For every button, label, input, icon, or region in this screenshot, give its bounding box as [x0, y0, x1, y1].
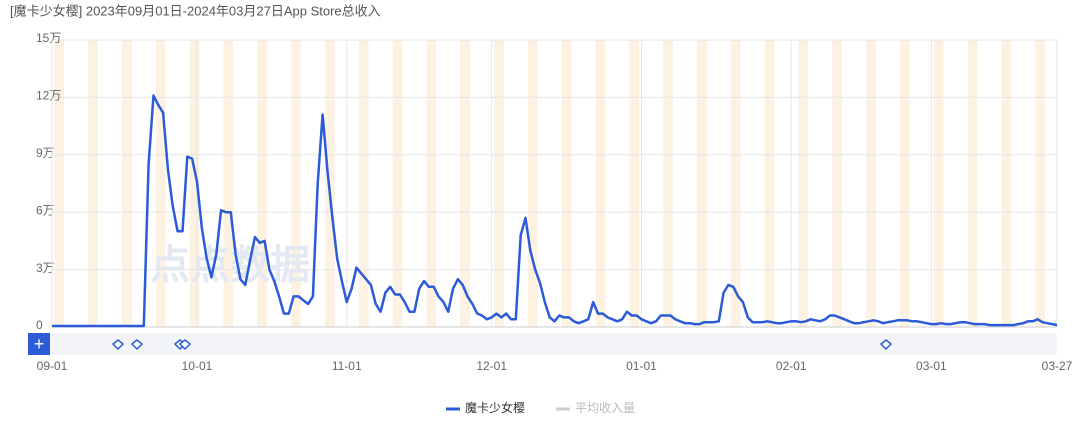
event-marker[interactable] — [111, 339, 125, 351]
weekend-band — [899, 40, 910, 327]
legend-label[interactable]: 平均收入量 — [575, 401, 635, 415]
weekend-band — [358, 40, 369, 327]
chart-title: [魔卡少女樱] 2023年09月01日-2024年03月27日App Store… — [10, 3, 381, 18]
series-line — [52, 94, 1058, 328]
weekend-band — [155, 40, 166, 327]
event-bar — [28, 333, 1057, 355]
weekend-band — [223, 40, 234, 327]
x-tick-label: 01-01 — [626, 359, 657, 373]
weekend-band — [967, 40, 978, 327]
weekend-band — [595, 40, 606, 327]
x-tick-label: 11-01 — [332, 359, 362, 373]
weekend-bands — [54, 40, 1045, 327]
weekend-band — [629, 40, 640, 327]
weekend-band — [189, 40, 200, 327]
y-tick-label: 12万 — [36, 89, 61, 103]
weekend-band — [832, 40, 842, 327]
x-tick-label: 09-01 — [37, 359, 68, 373]
event-marker[interactable] — [130, 339, 144, 351]
y-tick-label: 9万 — [36, 146, 55, 160]
weekend-band — [494, 40, 504, 327]
weekend-band — [527, 40, 538, 327]
weekend-band — [122, 40, 132, 327]
weekend-band — [866, 40, 876, 327]
weekend-band — [561, 40, 572, 327]
event-marker[interactable] — [178, 339, 192, 351]
weekend-band — [798, 40, 809, 327]
x-tick-label: 10-01 — [182, 359, 213, 373]
weekend-band — [426, 40, 437, 327]
weekend-band — [88, 40, 98, 327]
weekend-band — [54, 40, 65, 327]
add-button[interactable] — [28, 333, 50, 355]
weekend-band — [460, 40, 470, 327]
x-tick-label: 03-01 — [916, 359, 947, 373]
weekend-band — [257, 40, 268, 327]
legend-label[interactable]: 魔卡少女樱 — [465, 400, 525, 415]
y-tick-label: 0 — [36, 318, 43, 332]
weekend-band — [663, 40, 673, 327]
y-tick-label: 15万 — [36, 31, 61, 45]
weekend-band — [764, 40, 775, 327]
x-tick-label: 12-01 — [476, 359, 507, 373]
weekend-band — [933, 40, 944, 327]
weekend-band — [730, 40, 741, 327]
watermark: 点点数据 — [150, 244, 310, 288]
x-tick-label: 03-27 — [1042, 359, 1073, 373]
weekend-band — [1001, 40, 1012, 327]
y-tick-label: 3万 — [36, 261, 55, 275]
weekend-band — [291, 40, 301, 327]
x-tick-label: 02-01 — [776, 359, 807, 373]
add-icon: + — [34, 334, 45, 354]
event-marker[interactable] — [879, 339, 893, 351]
weekend-band — [392, 40, 403, 327]
event-markers — [111, 339, 893, 351]
weekend-band — [697, 40, 707, 327]
y-tick-label: 6万 — [36, 203, 55, 217]
weekend-band — [1035, 40, 1045, 327]
